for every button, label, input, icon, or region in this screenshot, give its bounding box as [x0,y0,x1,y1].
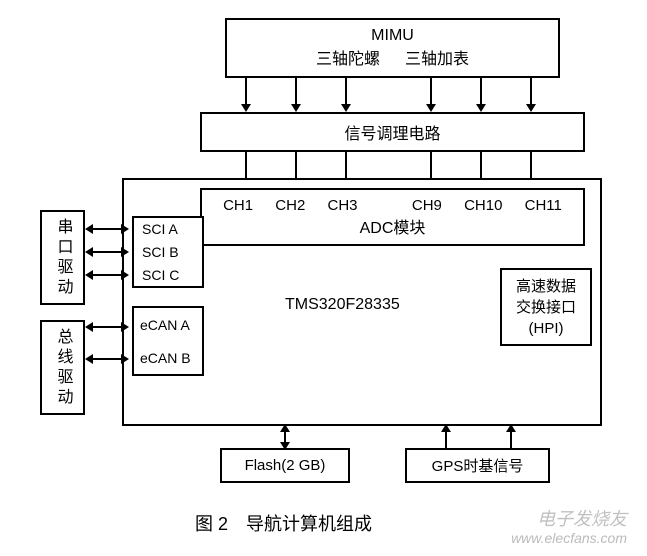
arrow-mimu-sc-1 [245,78,247,106]
serial-driver-box: 串口驱动 [40,210,85,305]
serial-driver-label: 串口驱动 [51,218,75,298]
arrow-bus-ecan-1 [91,326,123,328]
arrow-main-flash [284,430,286,444]
mimu-accel-label: 三轴加表 [405,51,469,68]
hpi-line3: (HPI) [529,318,564,339]
flash-box: Flash(2 GB) [220,448,350,483]
arrow-mimu-sc-4 [430,78,432,106]
sci-c-label: SCI C [142,267,179,283]
adc-ch1: CH1 [223,197,253,214]
hpi-box: 高速数据 交换接口 (HPI) [500,268,592,346]
ecan-box: eCAN A eCAN B [132,306,204,376]
adc-ch9: CH9 [412,197,442,214]
signal-conditioning-box: 信号调理电路 [200,112,585,152]
arrow-mimu-sc-3 [345,78,347,106]
adc-label: ADC模块 [360,214,426,238]
adc-ch3: CH3 [328,197,358,214]
hpi-line2: 交换接口 [516,297,576,318]
arrow-bus-ecan-2 [91,358,123,360]
mimu-gyro-label: 三轴陀螺 [316,51,380,68]
arrow-serial-sci-3 [91,274,123,276]
arrow-serial-sci-2 [91,251,123,253]
flash-label: Flash(2 GB) [245,457,326,474]
gps-box: GPS时基信号 [405,448,550,483]
adc-channels-row: CH1 CH2 CH3 CH9 CH10 CH11 [202,197,583,214]
hpi-line1: 高速数据 [516,276,576,297]
bus-driver-box: 总线驱动 [40,320,85,415]
watermark-url: www.elecfans.com [511,530,627,546]
gps-label: GPS时基信号 [432,455,524,476]
ecan-a-label: eCAN A [140,317,190,333]
arrow-mimu-sc-2 [295,78,297,106]
sci-a-label: SCI A [142,221,178,237]
bus-driver-label: 总线驱动 [51,328,75,408]
mimu-title: MIMU [371,27,414,45]
arrow-gps-main-2 [510,430,512,448]
mimu-box: MIMU 三轴陀螺 三轴加表 [225,18,560,78]
arrow-mimu-sc-5 [480,78,482,106]
adc-ch10: CH10 [464,197,502,214]
main-chip-label: TMS320F28335 [285,296,400,314]
sci-box: SCI A SCI B SCI C [132,216,204,288]
arrow-mimu-sc-6 [530,78,532,106]
watermark-logo: 电子发烧友 [537,505,627,531]
sci-b-label: SCI B [142,244,179,260]
signal-conditioning-label: 信号调理电路 [344,120,440,144]
adc-box: CH1 CH2 CH3 CH9 CH10 CH11 ADC模块 [200,188,585,246]
figure-caption: 图 2 导航计算机组成 [195,510,372,536]
arrow-serial-sci-1 [91,228,123,230]
ecan-b-label: eCAN B [140,350,191,366]
adc-ch11: CH11 [525,197,562,214]
mimu-subtitle: 三轴陀螺 三轴加表 [316,45,469,69]
adc-ch2: CH2 [275,197,305,214]
arrow-gps-main-1 [445,430,447,448]
